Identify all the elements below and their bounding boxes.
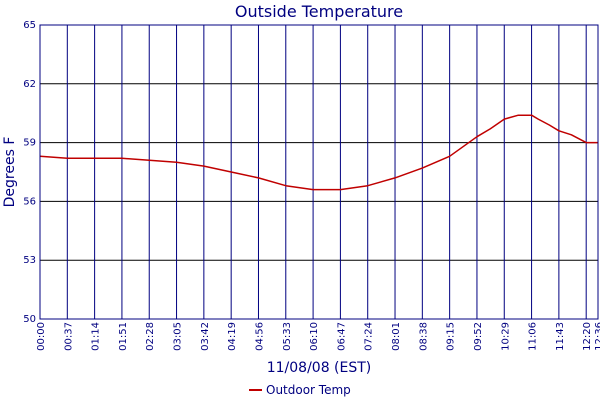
plot-area <box>40 25 598 319</box>
x-tick-label: 06:47 <box>336 322 347 351</box>
x-tick-label: 11:06 <box>528 322 539 351</box>
x-tick-label: 03:42 <box>200 322 211 351</box>
series-line-outdoor-temp <box>39 114 598 191</box>
x-tick-label: 08:38 <box>418 322 429 351</box>
x-tick-label: 05:33 <box>282 322 293 351</box>
x-tick-label: 09:52 <box>473 322 484 351</box>
legend-label-outdoor-temp: Outdoor Temp <box>266 383 351 397</box>
y-tick-label: 62 <box>23 79 36 90</box>
y-tick-labels: 50 53 56 59 62 65 <box>23 20 36 325</box>
x-tick-label: 12:20 <box>582 322 593 351</box>
y-axis-label: Degrees F <box>2 137 18 208</box>
x-tick-label: 04:56 <box>254 322 265 351</box>
y-tick-label: 65 <box>23 20 36 31</box>
y-tick-label: 53 <box>23 255 36 266</box>
x-tick-label: 10:29 <box>500 322 511 351</box>
x-tick-label: 08:01 <box>391 322 402 351</box>
x-tick-label: 02:28 <box>145 322 156 351</box>
x-tick-label: 01:14 <box>91 322 102 351</box>
x-tick-label: 09:15 <box>446 322 457 351</box>
x-tick-label: 07:24 <box>364 322 375 351</box>
x-tick-label: 11:43 <box>555 322 566 351</box>
y-tick-label: 56 <box>23 196 36 207</box>
x-tick-label: 01:51 <box>118 322 129 351</box>
x-tick-label: 06:10 <box>309 322 320 351</box>
x-axis-label: 11/08/08 (EST) <box>267 360 372 376</box>
x-tick-label: 12:36 <box>594 322 600 351</box>
x-tick-label: 03:05 <box>173 322 184 351</box>
plot-frame <box>39 24 599 320</box>
x-tick-label: 04:19 <box>227 322 238 351</box>
legend: Outdoor Temp <box>249 383 351 397</box>
chart-title: Outside Temperature <box>235 2 403 21</box>
series-lines <box>39 114 598 191</box>
grid-lines <box>40 25 598 319</box>
y-tick-label: 59 <box>23 138 36 149</box>
x-tick-label: 00:00 <box>36 322 47 351</box>
y-tick-label: 50 <box>23 314 36 325</box>
x-tick-labels: 00:00 00:37 01:14 01:51 02:28 03:05 03:42 04:19… <box>36 322 600 351</box>
x-tick-label: 00:37 <box>63 322 74 351</box>
